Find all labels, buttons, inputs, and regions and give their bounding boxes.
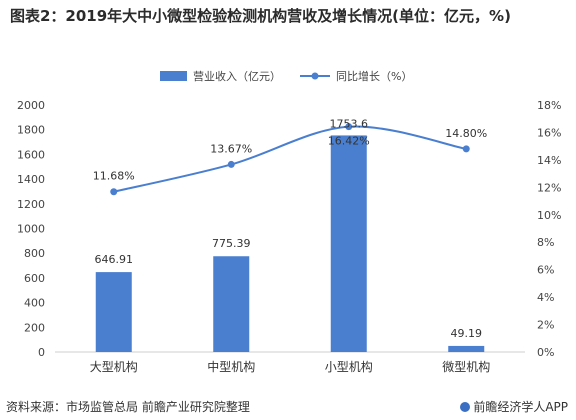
- bar-value-label: 1753.6: [330, 117, 369, 130]
- y-left-tick-label: 400: [24, 297, 45, 310]
- y-left-tick-label: 1800: [17, 124, 45, 137]
- y-left-tick-label: 1000: [17, 223, 45, 236]
- chart-title: 图表2：2019年大中小微型检验检测机构营收及增长情况(单位：亿元，%): [10, 7, 511, 25]
- bar-value-label: 646.91: [95, 253, 134, 266]
- y-right-tick-label: 4%: [537, 291, 554, 304]
- axes: 0 200 400 600 800 1000 1200 1400 1600 1800 2000 0% 2…: [17, 99, 561, 374]
- growth-line-path: [113, 125, 467, 193]
- line-value-label: 13.67%: [210, 142, 252, 155]
- line-point: [227, 160, 235, 168]
- x-tick-label: 小型机构: [325, 359, 373, 374]
- line-point: [462, 145, 470, 153]
- footer: 资料来源：市场监管总局 前瞻产业研究院整理 前瞻经济学人APP: [0, 394, 576, 420]
- line-value-label: 14.80%: [445, 127, 487, 140]
- x-tick-label: 大型机构: [90, 359, 138, 374]
- legend: 营业收入（亿元） 同比增长（%）: [160, 69, 412, 83]
- legend-line-label: 同比增长（%）: [336, 69, 412, 83]
- bar-value-label: 775.39: [212, 237, 251, 250]
- y-right-tick-label: 18%: [537, 99, 561, 112]
- y-left-tick-label: 200: [24, 321, 45, 334]
- y-left-tick-label: 2000: [17, 99, 45, 112]
- y-right-tick-label: 8%: [537, 236, 554, 249]
- y-right-tick-label: 14%: [537, 154, 561, 167]
- y-left-tick-label: 0: [38, 346, 45, 359]
- bar-value-label: 49.19: [451, 327, 483, 340]
- source-note: 资料来源：市场监管总局 前瞻产业研究院整理: [6, 400, 250, 414]
- growth-line: [110, 123, 470, 196]
- y-left-tick-label: 1600: [17, 148, 45, 161]
- line-point: [345, 123, 353, 131]
- bar: [448, 345, 485, 352]
- y-right-tick-label: 6%: [537, 264, 554, 277]
- y-right-tick-label: 12%: [537, 181, 561, 194]
- bars: [95, 135, 485, 352]
- y-right-tick-label: 16%: [537, 126, 561, 139]
- data-labels: 646.91 775.39 1753.6 49.19 11.68% 13.67% 16.42…: [93, 117, 487, 339]
- legend-line-marker: [311, 72, 319, 80]
- y-right-tick-label: 2%: [537, 319, 554, 332]
- line-point: [110, 188, 118, 196]
- legend-bar-label: 营业收入（亿元）: [193, 69, 281, 83]
- bar: [213, 256, 250, 352]
- brand-logo-icon: [460, 402, 471, 412]
- y-left-tick-label: 800: [24, 247, 45, 260]
- line-value-label: 16.42%: [328, 135, 370, 148]
- line-value-label: 11.68%: [93, 170, 135, 183]
- y-right-tick-label: 10%: [537, 209, 561, 222]
- x-tick-label: 微型机构: [442, 359, 490, 374]
- bar: [95, 272, 132, 352]
- y-left-tick-label: 600: [24, 272, 45, 285]
- y-right-tick-label: 0%: [537, 346, 554, 359]
- brand-label: 前瞻经济学人APP: [460, 398, 568, 415]
- x-tick-label: 中型机构: [207, 359, 255, 374]
- y-left-tick-label: 1400: [17, 173, 45, 186]
- legend-bar-swatch: [160, 71, 187, 81]
- y-left-tick-label: 1200: [17, 198, 45, 211]
- brand-text: 前瞻经济学人APP: [473, 400, 568, 414]
- chart: 营业收入（亿元） 同比增长（%） 0 200 400 600 800 1000 1200 140…: [17, 69, 561, 374]
- bar: [330, 135, 367, 352]
